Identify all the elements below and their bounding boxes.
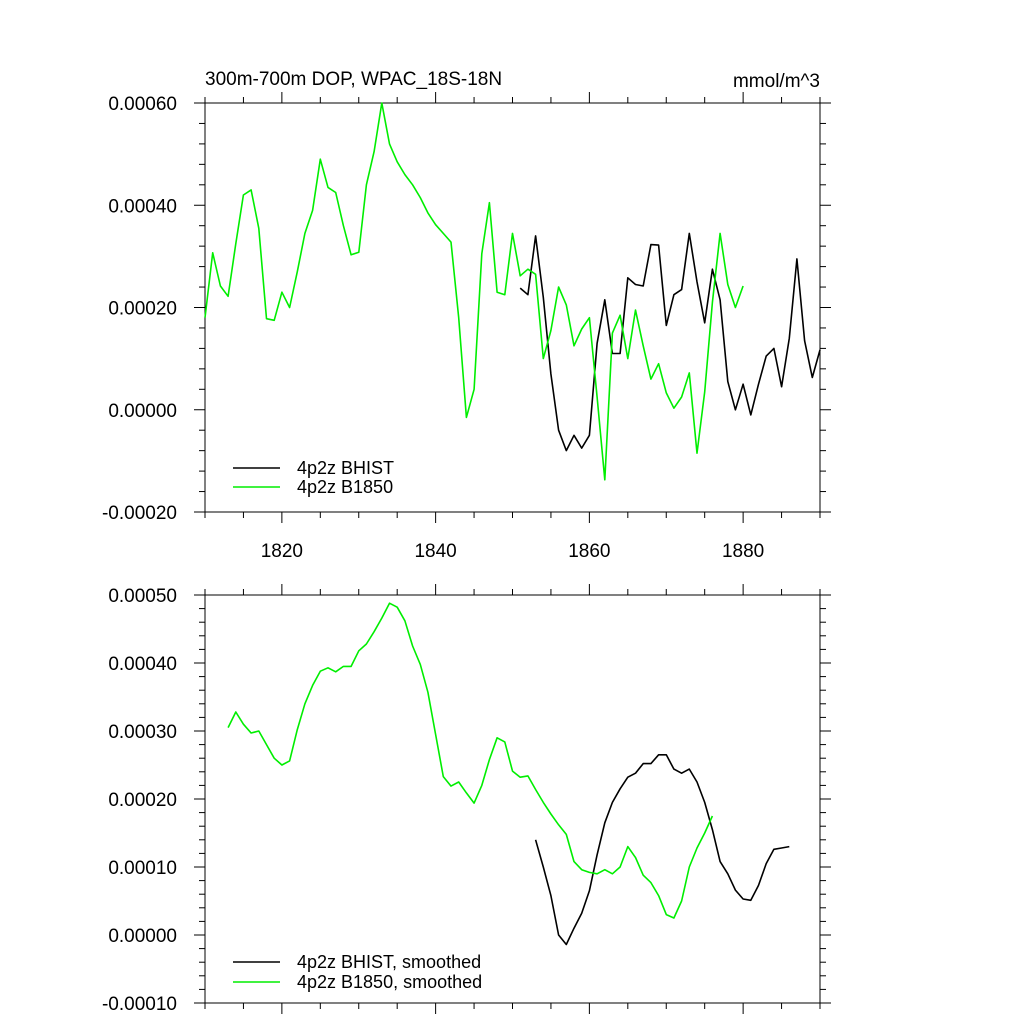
bottom-legend-label: 4p2z B1850, smoothed [297,972,482,992]
bottom-y-tick-label: 0.00010 [108,858,177,879]
top-x-tick-label: 1840 [414,541,456,562]
bottom-y-tick-label: 0.00030 [108,722,177,743]
bottom-plot-frame [204,594,821,1004]
top-panel-title: 300m-700m DOP, WPAC_18S-18N [205,69,502,90]
bottom-y-tick-label: 0.00000 [108,926,177,947]
top-y-tick-label: 0.00060 [108,94,177,115]
top-plot-frame [204,102,821,513]
top-y-tick-label: 0.00040 [108,196,177,217]
bottom-series-b1850-line [227,602,714,919]
top-x-tick-label: 1860 [568,541,610,562]
top-y-tick-label: 0.00020 [108,299,177,320]
bottom-legend-label: 4p2z BHIST, smoothed [297,952,481,972]
top-y-tick-label: 0.00000 [108,401,177,422]
top-panel-units: mmol/m^3 [733,71,820,92]
top-x-tick-label: 1820 [261,541,303,562]
bottom-series-bhist-line [534,753,790,946]
bottom-panel: -0.00010 0.00000 0.00010 0.00020 0.00030 0.00… [102,584,831,1015]
bottom-y-tick-label: 0.00040 [108,654,177,675]
top-series-bhist-line [519,232,821,452]
bottom-y-tick-label: 0.00050 [108,586,177,607]
top-y-tick-label: -0.00020 [102,503,177,524]
bottom-y-tick-label: 0.00020 [108,790,177,811]
top-legend-label: 4p2z BHIST [297,458,394,478]
top-legend-label: 4p2z B1850 [297,477,393,497]
bottom-y-tick-label: -0.00010 [102,994,177,1015]
top-series-b1850-line [204,102,744,481]
top-x-tick-label: 1880 [722,541,764,562]
top-panel: 300m-700m DOP, WPAC_18S-18N mmol/m^3 182… [102,69,831,562]
